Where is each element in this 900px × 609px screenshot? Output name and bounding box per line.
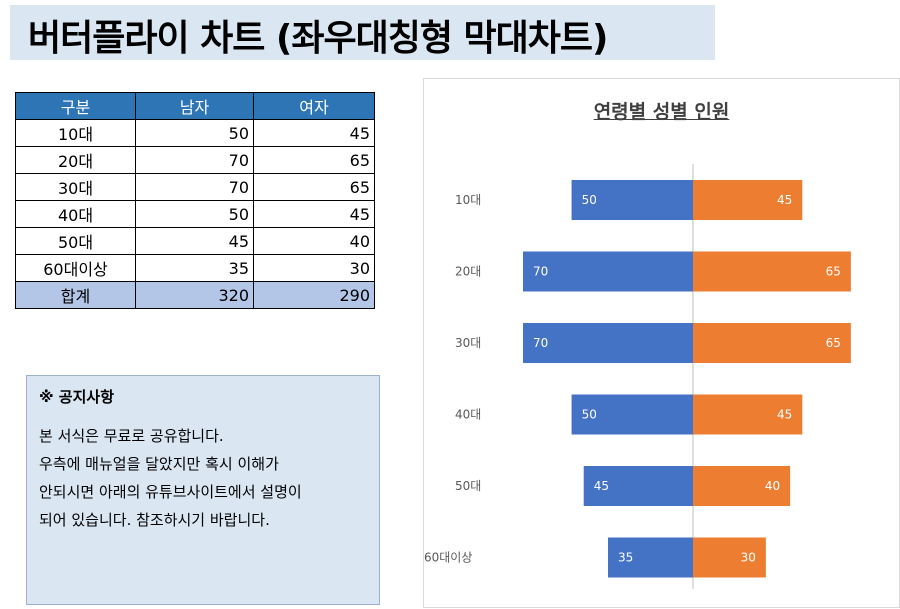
male-value: 70 bbox=[135, 146, 254, 174]
table-row: 60대이상 35 30 bbox=[15, 254, 375, 282]
category-label: 10대 bbox=[455, 193, 481, 207]
data-label-right: 40 bbox=[765, 479, 780, 493]
butterfly-chart: 10대 50 45 20대 70 65 30대 70 65 40대 50 45 50대 45 40 60대이상… bbox=[424, 164, 851, 589]
row-label: 60대이상 bbox=[15, 254, 136, 282]
data-label-right: 45 bbox=[777, 408, 792, 422]
male-value: 50 bbox=[135, 200, 254, 228]
bar-right bbox=[693, 180, 803, 220]
row-label: 30대 bbox=[15, 173, 136, 201]
data-label-left: 70 bbox=[533, 265, 548, 279]
data-label-left: 45 bbox=[594, 479, 609, 493]
table-row: 20대 70 65 bbox=[15, 146, 375, 174]
male-value: 35 bbox=[135, 254, 254, 282]
notice-title: ※ 공지사항 bbox=[39, 388, 115, 406]
row-label: 40대 bbox=[15, 200, 136, 228]
male-value: 45 bbox=[135, 227, 254, 255]
table-row: 50대 45 40 bbox=[15, 227, 375, 255]
female-value: 45 bbox=[253, 200, 375, 228]
total-male: 320 bbox=[135, 281, 254, 309]
male-value: 50 bbox=[135, 119, 254, 147]
header-male: 남자 bbox=[135, 92, 254, 120]
page-title-band: 버터플라이 차트 (좌우대칭형 막대차트) bbox=[10, 5, 715, 60]
table-row: 30대 70 65 bbox=[15, 173, 375, 201]
female-value: 65 bbox=[253, 173, 375, 201]
row-label: 50대 bbox=[15, 227, 136, 255]
bar-left bbox=[571, 180, 693, 220]
bar-right bbox=[693, 251, 851, 292]
row-label: 10대 bbox=[15, 119, 136, 147]
bar-left bbox=[608, 537, 693, 578]
female-value: 65 bbox=[253, 146, 375, 174]
female-value: 40 bbox=[253, 227, 375, 255]
bar-right bbox=[693, 394, 803, 435]
category-label: 20대 bbox=[455, 265, 481, 279]
table-row: 40대 50 45 bbox=[15, 200, 375, 228]
bar-right bbox=[693, 323, 851, 363]
data-label-left: 50 bbox=[582, 408, 597, 422]
category-label: 50대 bbox=[455, 479, 481, 493]
female-value: 30 bbox=[253, 254, 375, 282]
bar-left bbox=[583, 466, 693, 506]
notice-line: 되어 있습니다. 참조하시기 바랍니다. bbox=[39, 511, 270, 529]
notice-line: 안되시면 아래의 유튜브사이트에서 설명이 bbox=[39, 483, 302, 501]
male-value: 70 bbox=[135, 173, 254, 201]
page-title: 버터플라이 차트 (좌우대칭형 막대차트) bbox=[28, 18, 608, 59]
chart-frame: 연령별 성별 인원 10대 50 45 20대 70 65 30대 70 65 40대 50 45 50… bbox=[423, 78, 900, 608]
data-label-right: 45 bbox=[777, 193, 792, 207]
bar-left bbox=[523, 323, 693, 363]
category-label: 60대이상 bbox=[424, 551, 472, 565]
data-label-left: 35 bbox=[618, 551, 633, 565]
data-label-right: 65 bbox=[826, 265, 841, 279]
table-total-row: 합계 320 290 bbox=[15, 281, 375, 309]
bar-left bbox=[523, 251, 693, 292]
data-label-left: 70 bbox=[533, 336, 548, 350]
data-table: 구분 남자 여자 10대 50 45 20대 70 65 30대 70 65 4… bbox=[15, 92, 375, 309]
total-female: 290 bbox=[253, 281, 375, 309]
bar-left bbox=[571, 394, 693, 435]
header-female: 여자 bbox=[253, 92, 375, 120]
notice-line: 본 서식은 무료로 공유합니다. bbox=[39, 427, 224, 445]
header-category: 구분 bbox=[15, 92, 136, 120]
data-label-right: 65 bbox=[826, 336, 841, 350]
table-row: 10대 50 45 bbox=[15, 119, 375, 147]
bar-right bbox=[693, 466, 791, 506]
notice-line: 우측에 매뉴얼을 달았지만 혹시 이해가 bbox=[39, 455, 279, 473]
data-label-right: 30 bbox=[741, 551, 756, 565]
bar-right bbox=[693, 537, 766, 578]
row-label: 20대 bbox=[15, 146, 136, 174]
table-header-row: 구분 남자 여자 bbox=[15, 92, 375, 120]
chart-title: 연령별 성별 인원 bbox=[593, 101, 730, 123]
data-label-left: 50 bbox=[582, 193, 597, 207]
female-value: 45 bbox=[253, 119, 375, 147]
notice-box: ※ 공지사항 본 서식은 무료로 공유합니다. 우측에 매뉴얼을 달았지만 혹시… bbox=[26, 375, 380, 605]
category-label: 30대 bbox=[455, 336, 481, 350]
category-label: 40대 bbox=[455, 408, 481, 422]
total-label: 합계 bbox=[15, 281, 136, 309]
